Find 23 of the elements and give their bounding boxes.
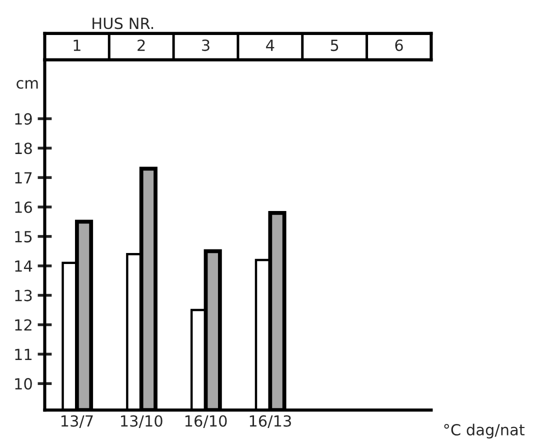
x-tick-label: 16/13	[250, 415, 291, 428]
y-tick-label: 16	[15, 201, 32, 214]
text: 2	[138, 40, 145, 51]
text: 6	[395, 40, 403, 52]
y-tick-label: 15	[15, 231, 32, 242]
text: 5	[330, 40, 338, 52]
y-tick-label: 13	[15, 290, 32, 302]
text: 1	[74, 40, 80, 51]
y-tick-label: 11	[15, 348, 32, 360]
text: 3	[202, 40, 210, 52]
text: HUS NR.	[92, 18, 154, 30]
x-tick-label: 16/10	[185, 415, 227, 428]
y-tick-label: 14	[15, 260, 32, 272]
y-tick-label: 12	[15, 319, 32, 331]
y-axis-title: cm	[16, 80, 38, 89]
y-tick-label: 18	[15, 142, 32, 154]
y-tick-label: 10	[15, 378, 32, 390]
x-axis-title: °C dag/nat	[444, 424, 525, 438]
text: 4	[266, 40, 274, 51]
y-tick-label: 17	[15, 172, 32, 184]
x-tick-label: 13/7	[61, 415, 93, 428]
x-tick-label: 13/10	[121, 415, 162, 428]
y-tick-label: 19	[15, 113, 32, 125]
